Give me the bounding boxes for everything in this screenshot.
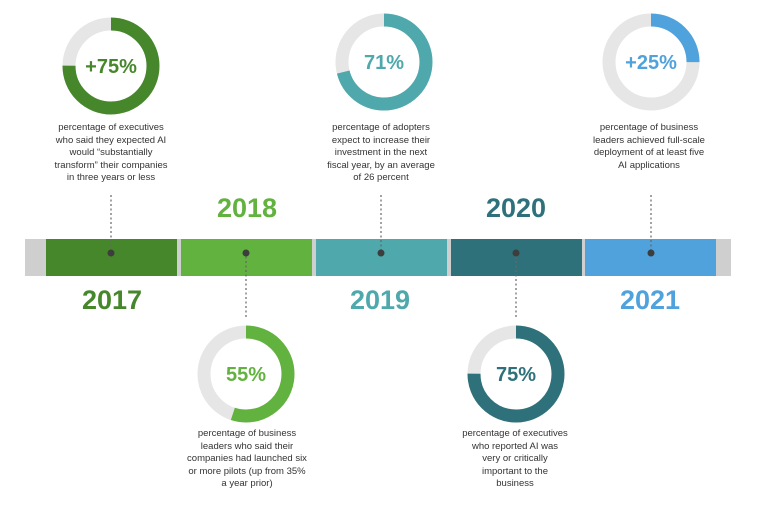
year-label-2017: 2017 bbox=[81, 285, 143, 315]
year-label-2020: 2020 bbox=[485, 193, 547, 223]
description-line: fiscal year, by an average bbox=[327, 159, 435, 171]
description-line: business bbox=[496, 478, 534, 489]
description-line: percentage of business bbox=[599, 122, 699, 133]
description-line: percentage of executives bbox=[462, 428, 568, 439]
timeline-dot-2020 bbox=[512, 249, 520, 257]
stat-value-2017: +75% bbox=[85, 56, 137, 78]
description-2017: percentage of executives who said they e… bbox=[36, 122, 186, 185]
description-line: companies had launched six bbox=[187, 453, 307, 464]
description-2020: percentage of executives who reported AI… bbox=[440, 428, 590, 491]
stat-value-2021: +25% bbox=[625, 52, 677, 74]
description-line: transform” their companies bbox=[54, 159, 168, 171]
timeline-dot-2018 bbox=[242, 249, 250, 257]
ring-progress-2017 bbox=[62, 17, 160, 115]
ring-progress-2021 bbox=[602, 13, 700, 111]
description-line: or more pilots (up from 35% bbox=[188, 465, 306, 477]
description-line: important to the bbox=[481, 465, 548, 477]
description-line: percentage of business bbox=[197, 428, 297, 439]
description-2018: percentage of business leaders who said … bbox=[172, 428, 322, 491]
description-line: deployment of at least five bbox=[593, 147, 705, 158]
year-label-2021: 2021 bbox=[619, 285, 681, 315]
stat-value-2020: 75% bbox=[496, 364, 536, 386]
timeline-dot-2019 bbox=[377, 249, 385, 257]
description-line: leaders who said their bbox=[200, 440, 294, 452]
description-line: a year prior) bbox=[221, 478, 273, 489]
timeline-dot-2017 bbox=[107, 249, 115, 257]
description-line: who said they expected AI bbox=[55, 134, 167, 146]
description-line: investment in the next bbox=[334, 147, 428, 158]
description-line: AI applications bbox=[618, 159, 680, 171]
ring-progress-2018 bbox=[197, 325, 295, 423]
timeline-dot-2021 bbox=[647, 249, 655, 257]
description-line: in three years or less bbox=[66, 172, 156, 183]
description-2021: percentage of business leaders achieved … bbox=[574, 122, 724, 172]
stat-value-2018: 55% bbox=[226, 364, 266, 386]
ring-progress-2020 bbox=[467, 325, 565, 423]
ring-progress-2019 bbox=[335, 13, 433, 111]
description-line: very or critically bbox=[482, 453, 548, 464]
description-line: percentage of executives bbox=[58, 122, 164, 133]
description-line: of 26 percent bbox=[353, 172, 409, 183]
description-line: leaders achieved full-scale bbox=[593, 134, 705, 146]
description-line: expect to increase their bbox=[331, 134, 431, 146]
year-label-2019: 2019 bbox=[349, 285, 411, 315]
year-label-2018: 2018 bbox=[216, 193, 278, 223]
stat-value-2019: 71% bbox=[364, 52, 404, 74]
description-line: who reported AI was bbox=[471, 440, 559, 452]
description-2019: percentage of adopters expect to increas… bbox=[306, 122, 456, 185]
description-line: percentage of adopters bbox=[332, 122, 430, 133]
description-line: would “substantially bbox=[69, 147, 153, 158]
